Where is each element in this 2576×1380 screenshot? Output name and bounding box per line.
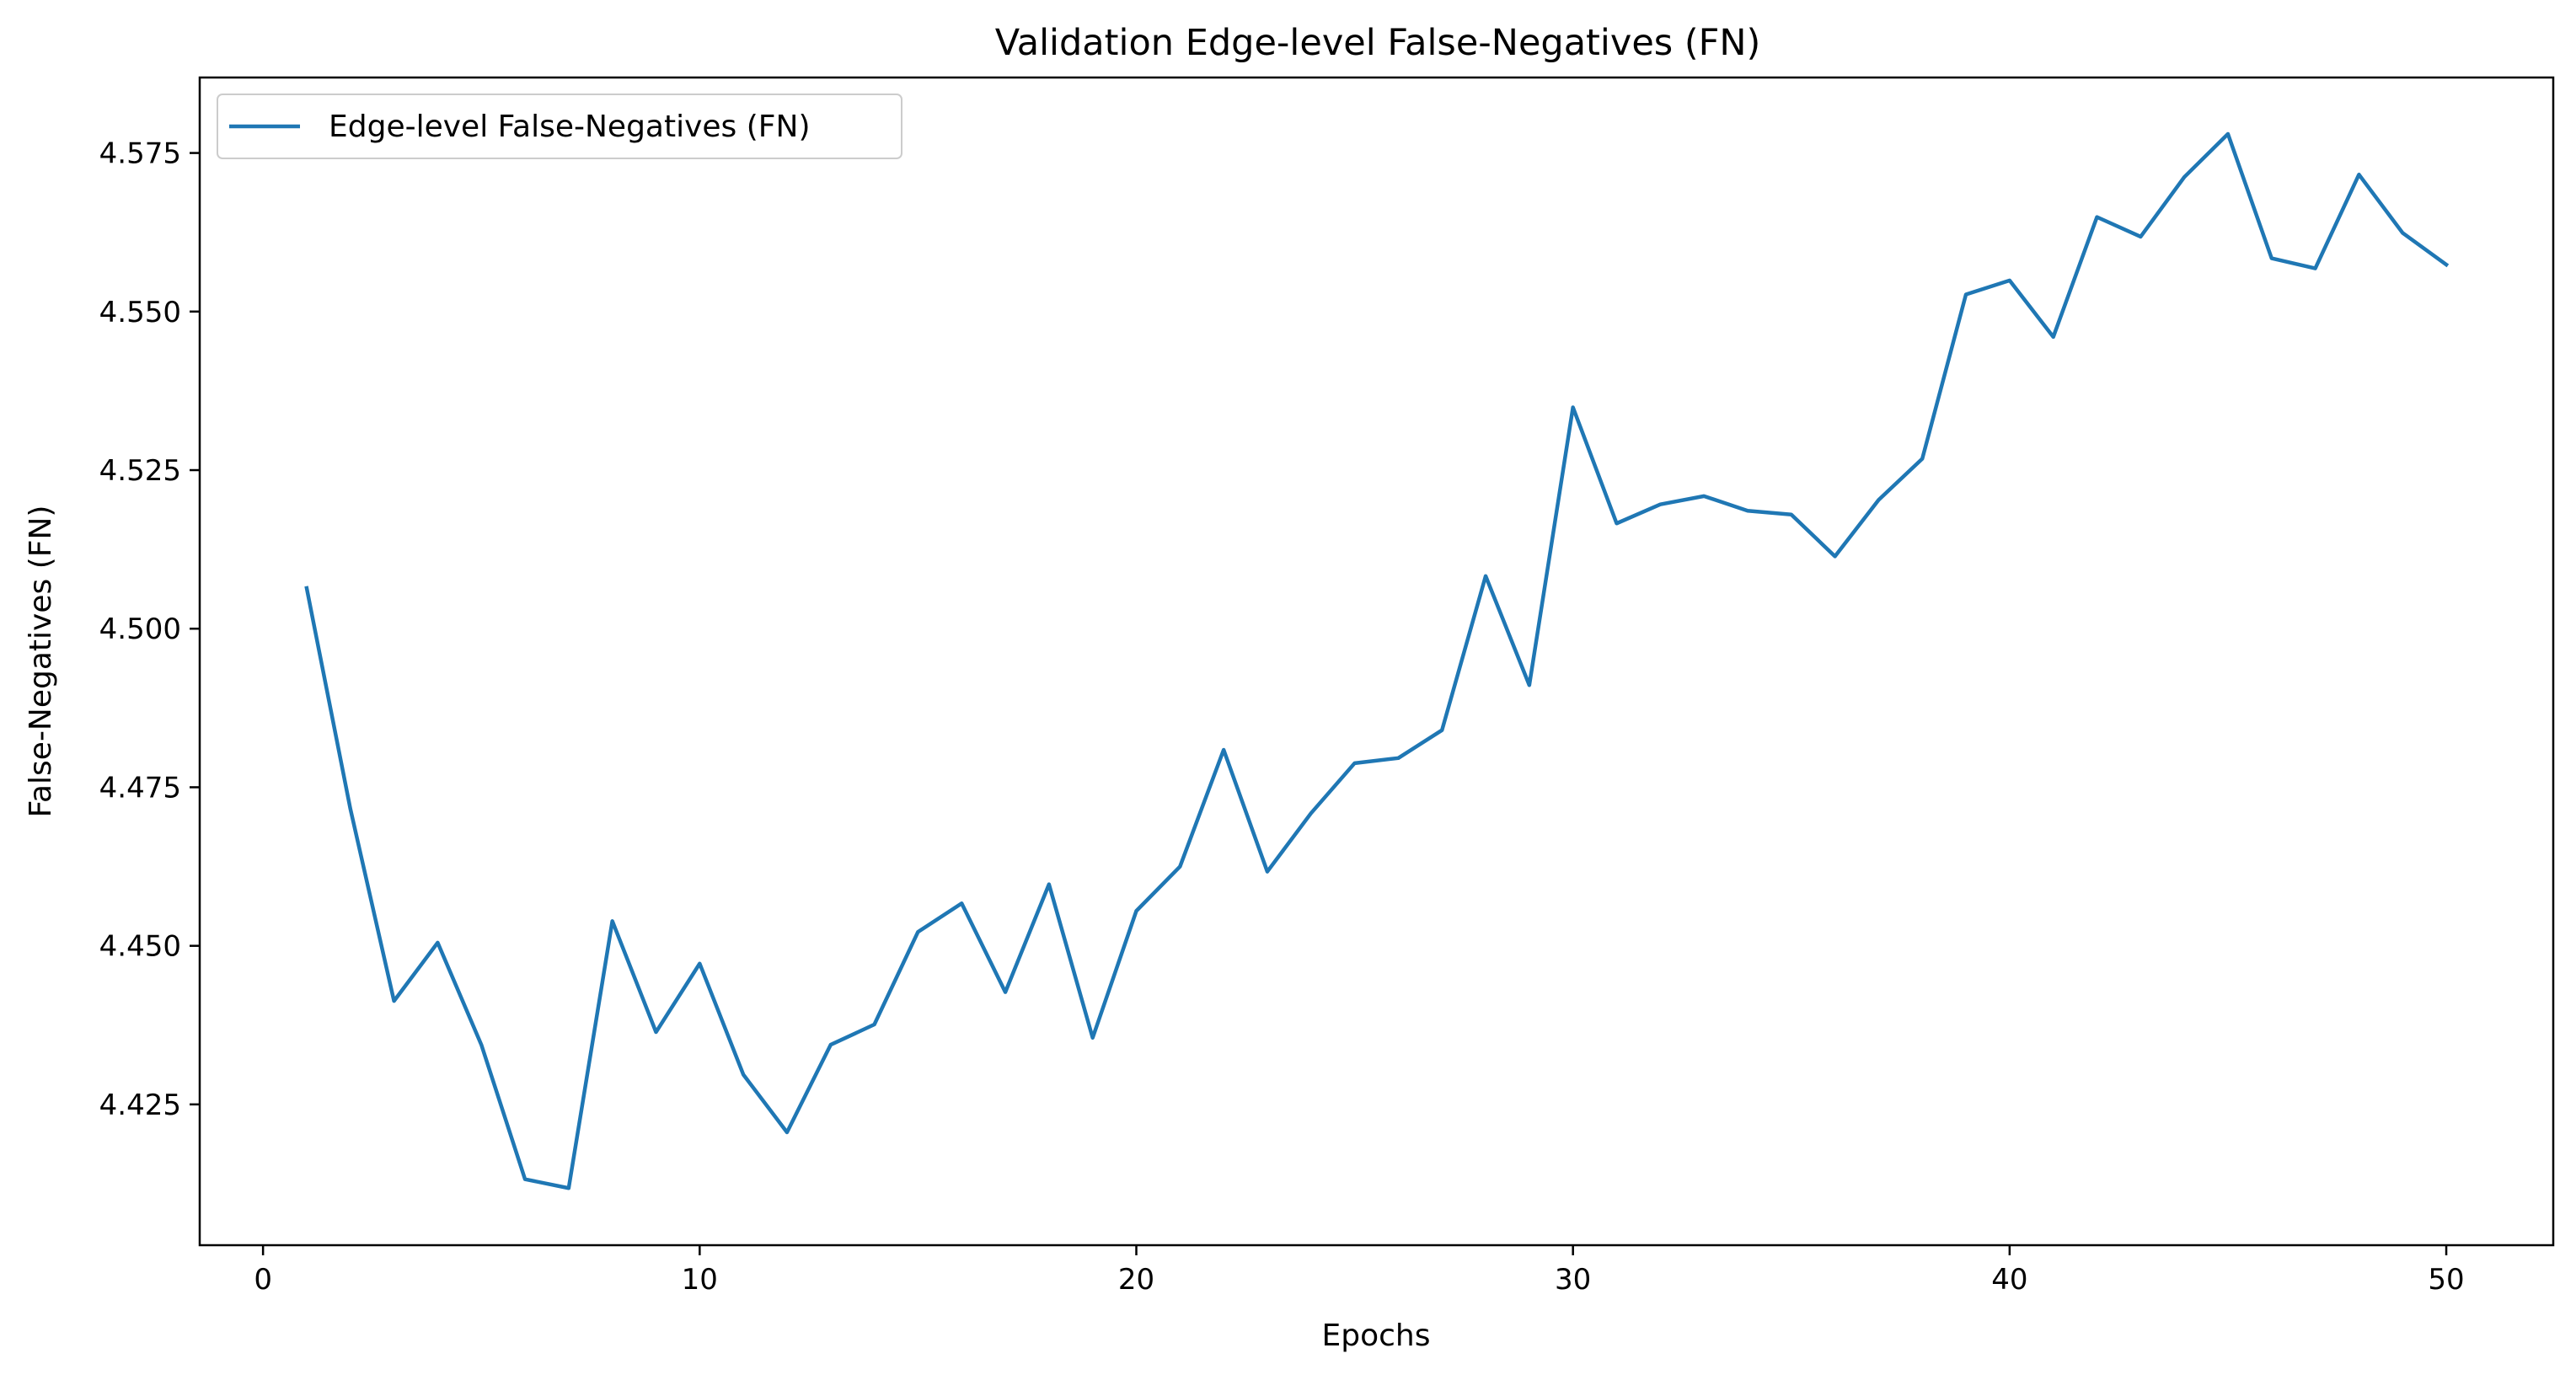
y-tick-label: 4.525 bbox=[99, 454, 181, 488]
y-axis: 4.425 4.450 4.475 4.500 4.525 4.550 4.575 bbox=[99, 137, 200, 1122]
legend: Edge-level False-Negatives (FN) bbox=[217, 94, 902, 159]
y-axis-title: False-Negatives (FN) bbox=[24, 505, 58, 818]
y-tick-label: 4.500 bbox=[99, 612, 181, 646]
series-line bbox=[304, 131, 2450, 1190]
legend-label: Edge-level False-Negatives (FN) bbox=[329, 110, 810, 144]
y-tick-label: 4.425 bbox=[99, 1088, 181, 1122]
x-tick-label: 40 bbox=[1991, 1263, 2027, 1297]
x-axis-title: Epochs bbox=[1322, 1318, 1431, 1353]
x-tick-label: 0 bbox=[254, 1263, 272, 1297]
x-tick-label: 50 bbox=[2428, 1263, 2464, 1297]
x-tick-label: 10 bbox=[682, 1263, 718, 1297]
chart-title: Validation Edge-level False-Negatives (F… bbox=[995, 22, 1761, 64]
y-tick-label: 4.475 bbox=[99, 771, 181, 805]
y-tick-label: 4.575 bbox=[99, 137, 181, 171]
x-tick-label: 30 bbox=[1555, 1263, 1591, 1297]
plot-area bbox=[198, 76, 2555, 1247]
x-axis: 0 10 20 30 40 50 bbox=[254, 1245, 2465, 1297]
x-tick-label: 20 bbox=[1118, 1263, 1154, 1297]
y-tick-label: 4.450 bbox=[99, 930, 181, 964]
legend-box bbox=[217, 94, 902, 159]
y-tick-label: 4.550 bbox=[99, 296, 181, 329]
